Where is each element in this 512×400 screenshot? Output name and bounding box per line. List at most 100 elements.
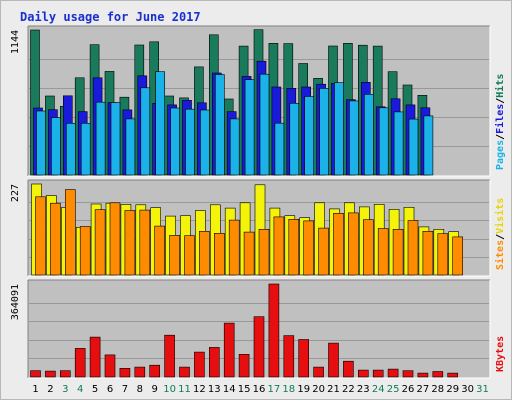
pages-bar: [125, 118, 136, 176]
sites-bar: [407, 220, 419, 276]
pages-bar: [334, 82, 344, 176]
kbytes-bar: [134, 366, 146, 378]
sites-bar: [422, 231, 434, 276]
x-tick-label: 1: [32, 384, 38, 395]
sites-bar: [452, 236, 464, 276]
legend-entry: Files: [494, 104, 506, 134]
x-tick-label: 19: [297, 384, 310, 395]
kbytes-bar: [223, 322, 235, 378]
kbytes-bar: [402, 370, 414, 378]
kbytes-bar: [164, 334, 175, 378]
legend-entry: Sites: [494, 240, 506, 270]
legend-entry: /: [495, 234, 506, 240]
kbytes-bar: [387, 368, 399, 378]
kbytes-bar: [298, 339, 310, 378]
x-tick-label: 25: [387, 384, 400, 395]
x-tick-label: 18: [282, 384, 295, 395]
pages-bar: [200, 109, 210, 176]
x-tick-label: 24: [372, 384, 385, 395]
legend-entry: Hits: [494, 74, 506, 98]
legend-entry: Pages: [495, 140, 506, 170]
pages-bar: [215, 74, 225, 176]
kbytes-bar: [104, 354, 116, 378]
x-tick-label: 7: [122, 384, 128, 395]
pages-bar: [66, 123, 76, 176]
sites-bar: [184, 235, 195, 276]
x-tick-label: 28: [431, 384, 444, 395]
x-tick-label: 8: [137, 384, 143, 395]
kbytes-bar: [268, 283, 280, 378]
x-tick-label: 31: [476, 384, 489, 395]
x-tick-label: 5: [92, 384, 98, 395]
kbytes-bar: [74, 348, 86, 378]
pages-bar: [185, 108, 195, 176]
x-tick-label: 10: [163, 384, 176, 395]
x-tick-label: 4: [77, 384, 83, 395]
x-tick-label: 17: [268, 384, 281, 395]
visits-panel: 227 Sites/Visits: [10, 179, 506, 277]
kbytes-bar: [209, 347, 220, 378]
kbytes-bar: [59, 370, 71, 378]
kbytes-bar: [432, 371, 444, 378]
x-tick-label: 27: [417, 384, 430, 395]
sites-bar: [243, 231, 255, 276]
x-tick-label: 21: [327, 384, 340, 395]
pages-bar: [95, 101, 106, 176]
x-tick-label: 2: [47, 384, 53, 395]
pages-bar: [259, 73, 270, 176]
sites-bar: [273, 216, 285, 276]
pages-bar: [319, 88, 329, 176]
x-tick-label: 11: [178, 384, 191, 395]
sites-bar: [377, 228, 389, 276]
kbytes-bar: [194, 351, 205, 378]
kbytes-bar: [119, 367, 131, 378]
pages-bar: [349, 100, 359, 176]
sites-bar: [392, 229, 404, 276]
legend-entry: KBytes: [495, 336, 506, 372]
x-tick-label: 30: [461, 384, 474, 395]
sites-bar: [169, 235, 180, 276]
kbytes-bar: [253, 316, 265, 378]
pages-bar: [408, 118, 419, 176]
pages-bar: [51, 117, 61, 176]
x-tick-label: 16: [253, 384, 266, 395]
kbytes-bar: [238, 353, 250, 378]
sites-bar: [79, 226, 91, 276]
legend-entry: /: [495, 98, 506, 104]
kbytes-bar: [447, 372, 459, 378]
pages-bar: [229, 118, 240, 176]
pages-bar: [36, 110, 46, 176]
x-tick-label: 29: [446, 384, 459, 395]
sites-bar: [50, 202, 61, 276]
sites-bar: [258, 229, 270, 276]
sites-bar: [94, 209, 106, 276]
sites-bar: [362, 219, 374, 276]
sites-bar: [109, 202, 121, 276]
sites-bar: [35, 196, 46, 276]
pages-bar: [110, 102, 121, 176]
chart-title: Daily usage for June 2017: [20, 10, 201, 24]
pages-bar: [423, 115, 434, 176]
kbytes-bar: [179, 366, 190, 378]
x-tick-label: 3: [62, 384, 68, 395]
kbytes-bar: [372, 369, 384, 378]
legend-entry: Visits: [494, 198, 506, 234]
sites-bar: [199, 231, 210, 276]
pages-bar: [304, 96, 315, 176]
kbytes-bar: [45, 370, 56, 378]
x-tick-label: 13: [208, 384, 221, 395]
kbytes-bar: [357, 369, 369, 378]
panel-legend: Sites/Visits: [494, 198, 506, 270]
pages-bar: [244, 79, 255, 176]
kbytes-bar: [313, 366, 324, 378]
pages-bar: [80, 123, 91, 176]
pages-bar: [393, 111, 404, 176]
kbytes-bar: [149, 364, 160, 378]
pages-bar: [363, 94, 374, 176]
pages-bar: [170, 107, 180, 176]
legend-entry: /: [495, 134, 506, 140]
x-tick-label: 26: [402, 384, 415, 395]
pages-bar: [289, 103, 300, 176]
y-max-label: 364091: [10, 284, 21, 320]
kbytes-panel: 364091 KBytes: [10, 279, 506, 379]
